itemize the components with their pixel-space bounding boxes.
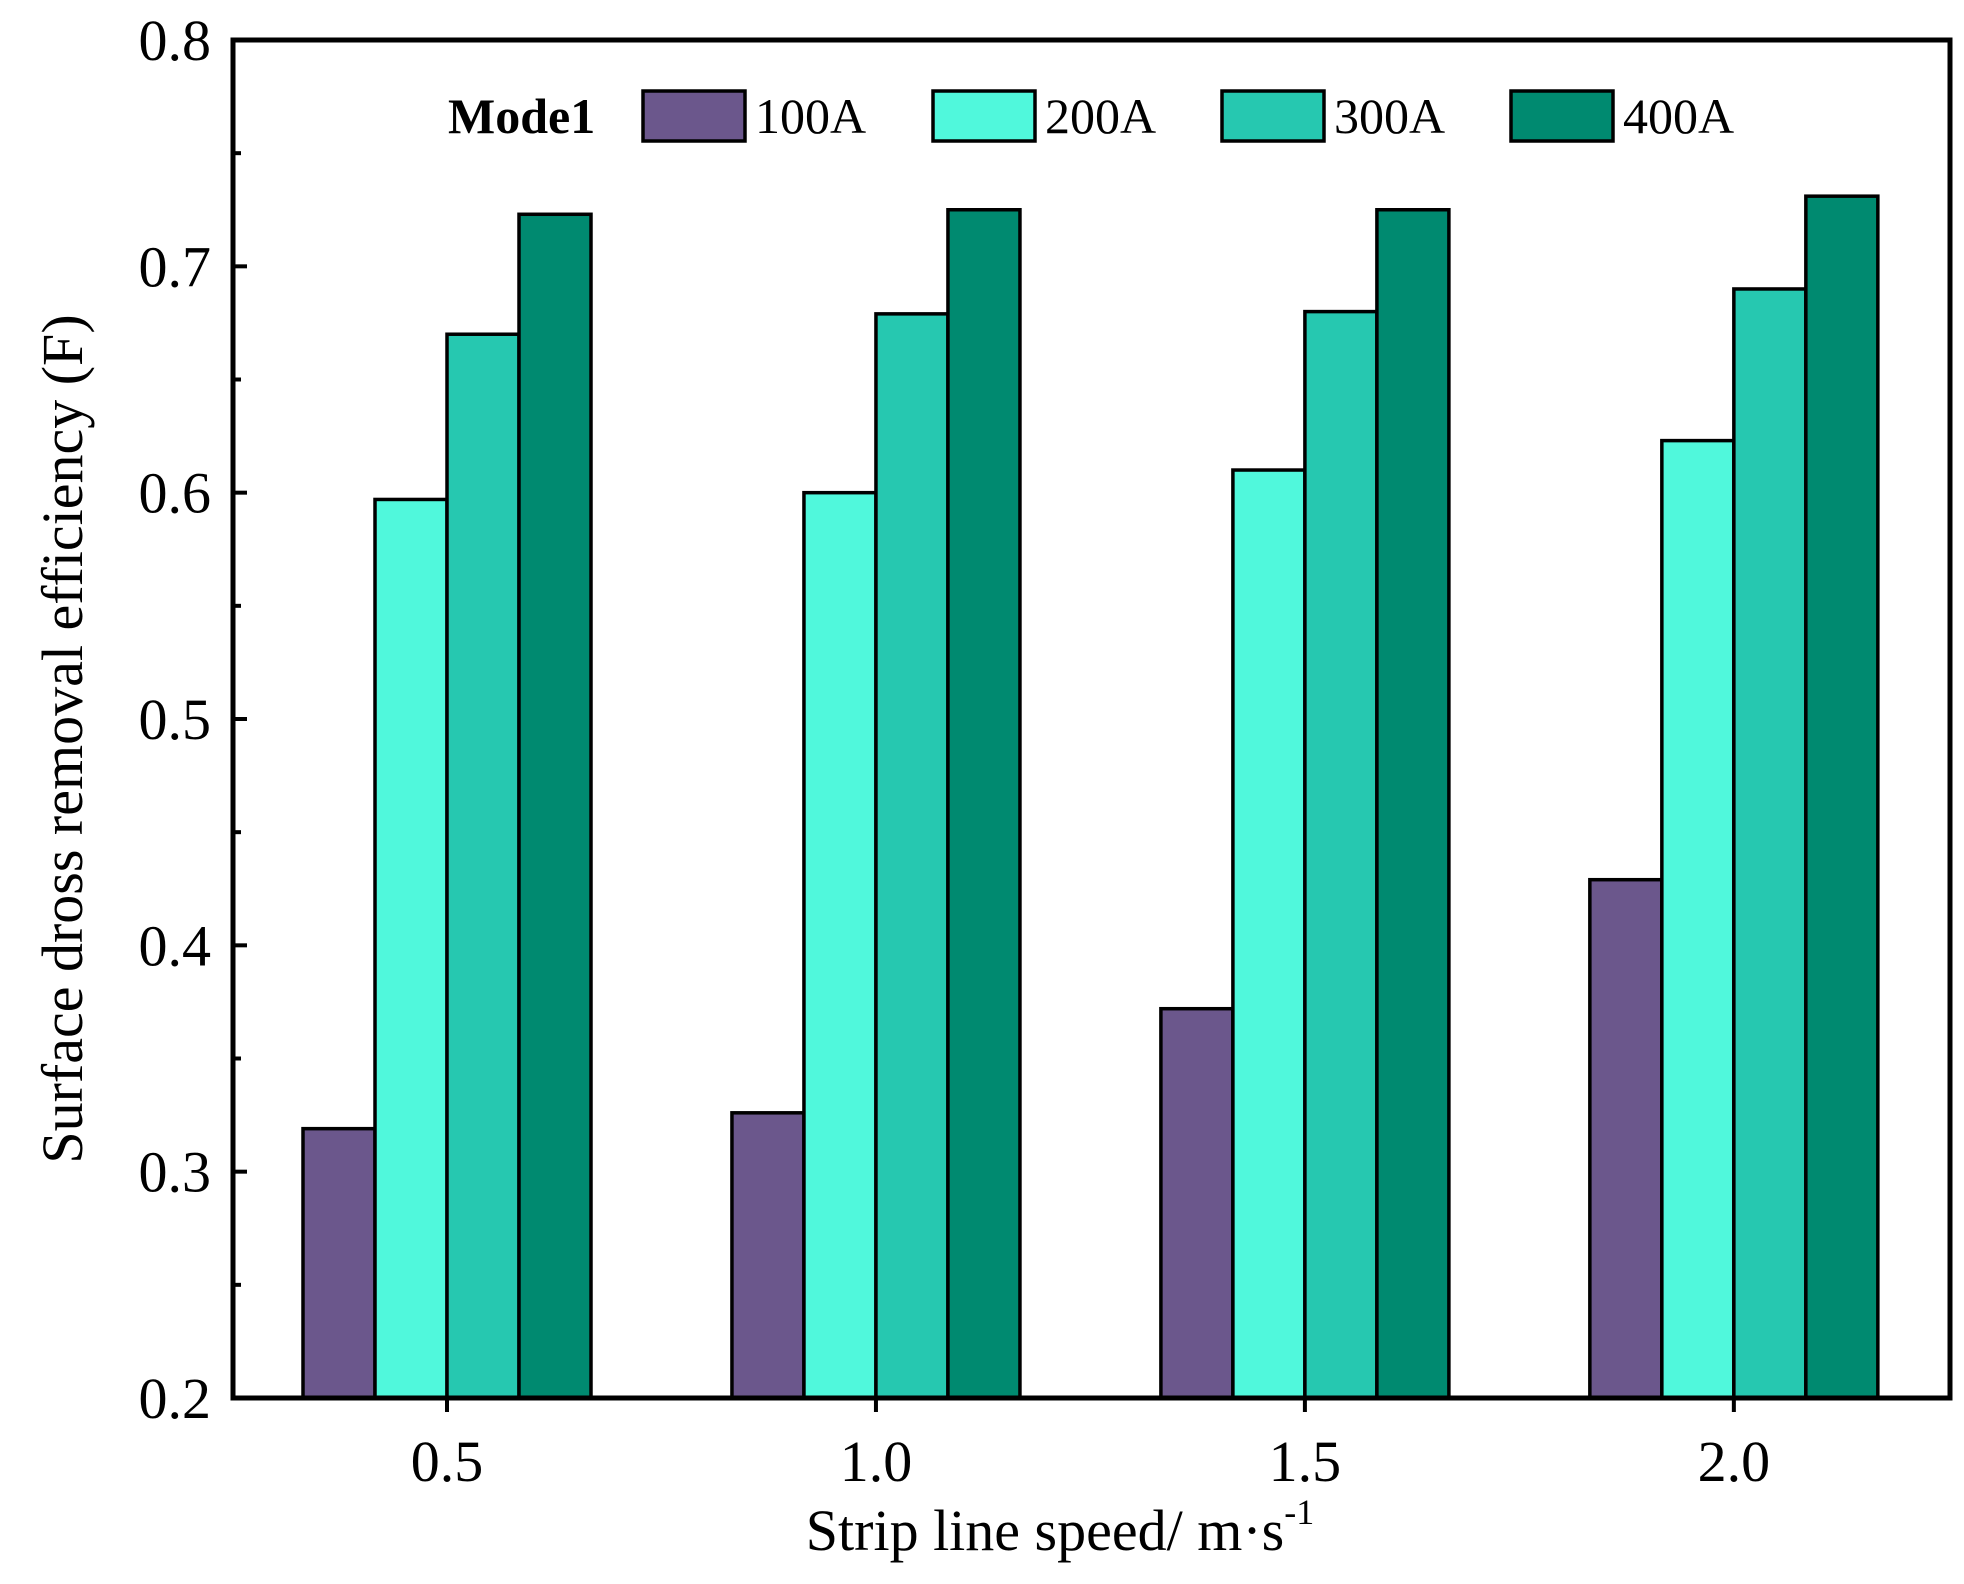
bar-100A-1.5 (1159, 1006, 1235, 1400)
y-axis-title: Surface dross removal efficiency (F) (30, 314, 95, 1163)
legend-label-200A: 200A (1045, 88, 1156, 144)
legend-label-100A: 100A (755, 88, 866, 144)
y-tick-label: 0.5 (139, 687, 212, 752)
x-tick-label: 2.0 (1698, 1429, 1771, 1494)
legend-swatch-200A (931, 89, 1037, 143)
bar-400A-1.0 (946, 208, 1022, 1400)
bar-300A-2.0 (1732, 287, 1808, 1400)
legend-swatch-400A (1509, 89, 1615, 143)
bar-300A-1.5 (1303, 309, 1379, 1400)
y-tick-label: 0.4 (139, 913, 212, 978)
legend-label-400A: 400A (1623, 88, 1734, 144)
x-tick-label: 1.0 (840, 1429, 913, 1494)
x-tick-label: 0.5 (411, 1429, 484, 1494)
y-tick-label: 0.2 (139, 1366, 212, 1431)
bar-200A-1.5 (1231, 468, 1307, 1400)
bar-400A-1.5 (1375, 208, 1451, 1400)
legend-swatch-300A (1220, 89, 1326, 143)
x-tick-label: 1.5 (1269, 1429, 1342, 1494)
bar-100A-2.0 (1588, 877, 1664, 1400)
x-axis: 0.5 1.0 1.5 2.0 (411, 1398, 1770, 1494)
bars-layer (301, 194, 1880, 1400)
bar-400A-2.0 (1804, 194, 1880, 1400)
bar-100A-0.5 (301, 1126, 377, 1400)
y-axis: 0.2 0.3 0.4 0.5 0.6 0.7 0.8 (139, 8, 247, 1431)
x-axis-title: Strip line speed/ m·s-1 (806, 1492, 1314, 1563)
y-tick-label: 0.7 (139, 234, 212, 299)
x-axis-title-superscript: -1 (1284, 1492, 1314, 1532)
y-tick-label: 0.8 (139, 8, 212, 73)
bar-200A-2.0 (1660, 438, 1736, 1400)
bar-200A-0.5 (373, 497, 449, 1400)
bar-300A-1.0 (874, 312, 950, 1400)
legend: Mode1 100A 200A 300A 400A (448, 88, 1734, 144)
bar-300A-0.5 (445, 332, 521, 1400)
x-axis-title-main: Strip line speed/ m·s (806, 1498, 1284, 1563)
y-tick-label: 0.3 (139, 1140, 212, 1205)
legend-title: Mode1 (448, 88, 595, 144)
bar-400A-0.5 (517, 212, 593, 1400)
legend-label-300A: 300A (1334, 88, 1445, 144)
legend-swatch-100A (641, 89, 747, 143)
bar-100A-1.0 (730, 1111, 806, 1400)
bar-200A-1.0 (802, 490, 878, 1400)
y-tick-label: 0.6 (139, 461, 212, 526)
